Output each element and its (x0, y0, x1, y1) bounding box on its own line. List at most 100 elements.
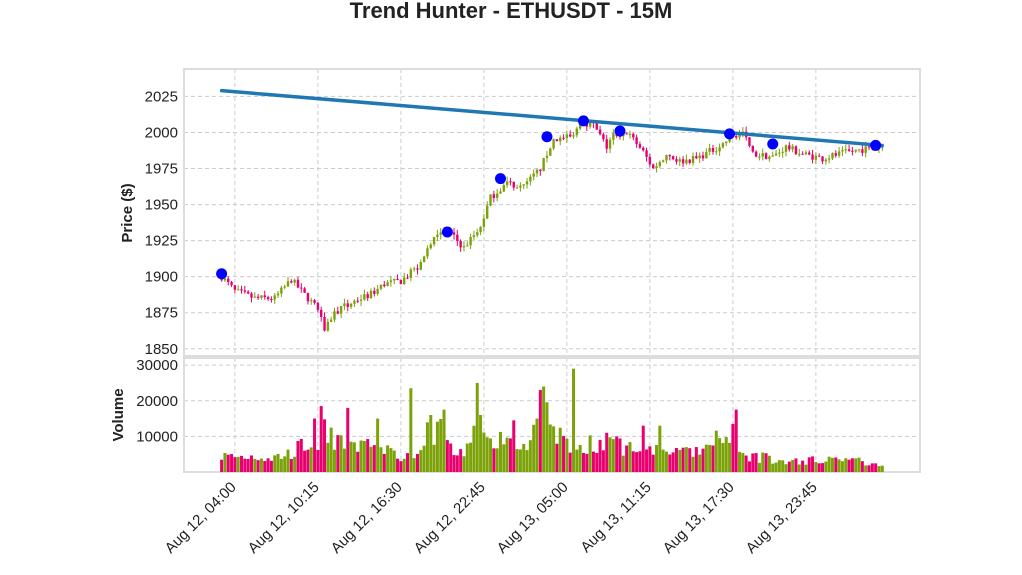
volume-bar (246, 458, 250, 472)
candle-body (469, 237, 472, 246)
volume-bar (236, 456, 240, 472)
volume-bar (870, 463, 874, 472)
volume-bar (741, 452, 745, 472)
candle-body (681, 159, 685, 164)
volume-bar (379, 447, 383, 472)
candle-body (313, 300, 316, 303)
candle-body (678, 159, 681, 162)
volume-bar (631, 451, 635, 472)
volume-tick-label: 30000 (136, 357, 178, 374)
candle-body (529, 176, 532, 182)
volume-bar (761, 452, 765, 472)
candle-body (409, 269, 413, 278)
x-tick-label: Aug 12, 10:15 (245, 479, 323, 557)
price-tick-label: 1975 (145, 161, 178, 178)
volume-bar (671, 452, 675, 472)
candle-body (655, 166, 658, 168)
volume-bar (877, 466, 881, 472)
volume-bar (764, 453, 768, 472)
candle-body (851, 150, 854, 152)
volume-bar (558, 427, 562, 472)
volume-bar (880, 465, 884, 472)
candle-body (652, 164, 655, 168)
candle-body (522, 184, 525, 186)
volume-bar (731, 423, 735, 472)
volume-bar (821, 463, 825, 472)
volume-bar (332, 449, 336, 472)
x-tick-label: Aug 12, 16:30 (328, 479, 406, 557)
candle-body (429, 244, 432, 249)
candle-body (814, 155, 818, 160)
candle-body (243, 290, 247, 292)
volume-bar (319, 406, 323, 472)
candle-body (389, 280, 393, 283)
candle-body (754, 151, 758, 157)
candlesticks (220, 119, 884, 332)
candle-body (336, 311, 339, 314)
candle-body (403, 277, 406, 285)
candle-body (648, 156, 652, 165)
volume-bar (342, 448, 346, 472)
volume-bar (419, 450, 423, 472)
candle-body (808, 152, 811, 155)
candle-body (320, 309, 323, 317)
candle-body (316, 302, 320, 310)
volume-bar (648, 446, 652, 472)
volume-bar (585, 453, 589, 472)
volume-bar (691, 456, 695, 472)
volume-bar (296, 441, 300, 472)
volume-bar (681, 447, 685, 472)
candle-body (237, 289, 240, 291)
volume-bar (266, 458, 270, 472)
candle-body (857, 149, 861, 151)
volume-bar (525, 450, 529, 472)
volume-bar (834, 457, 838, 472)
volume-bar (552, 426, 556, 472)
candle-body (598, 129, 602, 135)
candle-body (688, 159, 691, 163)
candle-body (535, 169, 539, 174)
candle-body (831, 153, 834, 159)
volume-bar (349, 441, 353, 472)
volume-bar (850, 458, 854, 472)
candle-body (525, 181, 529, 185)
volume-bar (356, 451, 360, 472)
candle-body (343, 303, 346, 307)
volume-bar (817, 463, 821, 472)
volume-bar (259, 458, 263, 472)
candle-body (310, 300, 313, 302)
volume-bar (724, 437, 728, 472)
volume-bar (362, 440, 366, 472)
candle-body (230, 282, 233, 286)
candle-body (735, 135, 738, 138)
volume-bar (508, 438, 512, 472)
candle-body (333, 311, 336, 320)
candle-body (818, 155, 821, 157)
volume-bar (429, 415, 433, 472)
volume-bar (830, 457, 834, 472)
x-tick-label: Aug 13, 23:45 (743, 479, 821, 557)
volume-bar (827, 456, 831, 472)
volume-bar (718, 438, 722, 472)
candle-body (625, 133, 628, 135)
candle-body (273, 295, 276, 300)
x-tick-label: Aug 13, 05:00 (494, 479, 572, 557)
candle-body (602, 134, 605, 140)
volume-bar (801, 460, 805, 472)
candle-body (585, 124, 588, 127)
volume-bar (538, 390, 542, 472)
trendline-group (219, 88, 885, 148)
volume-bar (857, 457, 861, 472)
signal-marker (441, 226, 453, 238)
candle-body (837, 151, 841, 156)
candle-body (479, 226, 482, 233)
volume-bar (711, 445, 715, 472)
volume-bar (339, 435, 343, 472)
candle-body (711, 148, 715, 152)
volume-bar (621, 455, 625, 472)
volume-bar (767, 455, 771, 472)
volume-bar (479, 415, 483, 472)
volume-panel-frame (183, 357, 921, 473)
candle-body (695, 156, 698, 159)
